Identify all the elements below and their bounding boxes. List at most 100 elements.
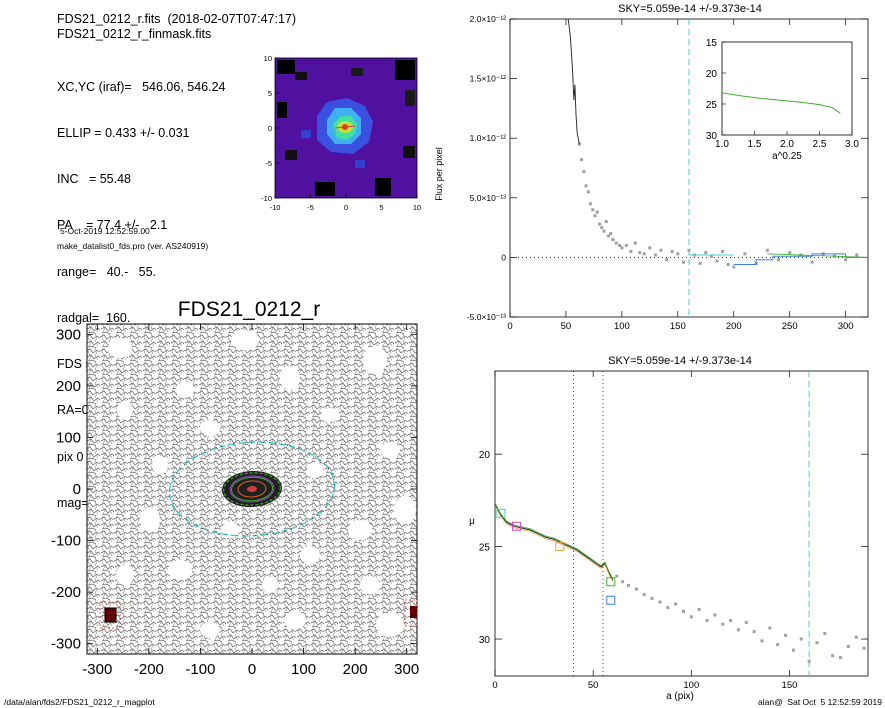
flux-point <box>777 258 780 262</box>
mu-point <box>705 619 709 623</box>
galaxy-ytick-label: -200 <box>51 584 81 601</box>
galaxy-xtick-label: -200 <box>134 661 164 678</box>
flux-point <box>726 263 730 267</box>
galaxy-core-contour <box>237 480 267 498</box>
inset-xtick-label: 2.0 <box>780 139 794 150</box>
flux-point <box>659 248 663 252</box>
mu-point <box>713 613 717 617</box>
mu-ylabel: μ <box>469 516 475 527</box>
flux-point <box>704 251 708 255</box>
galaxy-ytick-label: -300 <box>51 636 81 653</box>
flux-chart-title: SKY=5.059e-14 +/-9.373e-14 <box>618 3 762 15</box>
header-filename: FDS21_0212_r.fits (2018-02-07T07:47:17) <box>57 12 297 26</box>
mu-point <box>760 639 764 643</box>
flux-point <box>582 170 586 174</box>
galaxy-ytick-label: -100 <box>51 533 81 550</box>
galaxy-image-chart: -300 -200 -100 0 100 200 300 300 200 100 0 -100 -200… <box>51 323 419 678</box>
mu-ytick-label: 30 <box>479 635 491 646</box>
inset-xtick-label: 1.0 <box>715 139 729 150</box>
thumb-ytick-label: -5 <box>265 159 272 168</box>
ellipse-radgal-outline <box>169 441 335 537</box>
galaxy-ytick-label: 0 <box>73 481 81 498</box>
mu-point <box>658 600 662 604</box>
mu-point <box>784 633 788 637</box>
ellipse-range-inner <box>230 476 274 502</box>
mu-marker-blue <box>606 595 616 605</box>
thumbnail-chart: -10 -5 0 5 10 10 5 0 -5 -10 <box>261 54 421 212</box>
flux-point <box>732 265 736 269</box>
inset-xtick-label: 2.5 <box>813 139 827 150</box>
param-inc: INC = 55.48 <box>57 172 131 187</box>
mu-ytick-label: 25 <box>479 543 491 554</box>
flux-point <box>620 246 624 250</box>
thumb-ytick-label: 10 <box>264 54 272 63</box>
flux-ytick-label: 1.0×10⁻¹² <box>470 133 507 143</box>
flux-ytick-label: 2.0×10⁻¹² <box>470 14 507 24</box>
galaxy-ytick-label: 200 <box>56 378 81 395</box>
masked-regions <box>108 330 416 638</box>
inset-ytick-label: 20 <box>706 69 718 80</box>
flux-point <box>788 251 792 255</box>
flux-point <box>676 252 680 256</box>
mu-chart-title: SKY=5.059e-14 +/-9.373e-14 <box>608 355 752 367</box>
inset-xlabel: a^0.25 <box>772 151 802 162</box>
mu-point <box>776 643 780 647</box>
mu-point <box>666 606 670 610</box>
flux-sky-steps <box>733 253 868 266</box>
flux-point <box>698 261 702 265</box>
inset-xtick-label: 3.0 <box>845 139 859 150</box>
mu-point <box>674 602 678 606</box>
mu-point <box>729 619 733 623</box>
mu-marker-orange <box>555 542 565 552</box>
inset-ytick-label: 30 <box>706 131 718 142</box>
flux-point <box>629 249 633 253</box>
mu-point <box>744 620 748 624</box>
galaxy-xtick-label: 200 <box>343 661 368 678</box>
header-program: make_datalist0_fds.pro (ver. AS240919) <box>57 241 209 251</box>
flux-ytick-label: 1.5×10⁻¹² <box>470 74 507 84</box>
mu-point <box>791 648 795 652</box>
flux-point <box>765 248 769 252</box>
param-xcyc: XC,YC (iraf)= 546.06, 546.24 <box>57 79 226 94</box>
flux-point <box>648 246 652 250</box>
mu-xtick-label: 150 <box>782 680 798 691</box>
mu-point <box>626 583 630 587</box>
flux-point <box>633 241 637 245</box>
flux-point <box>715 259 719 263</box>
mu-point <box>768 626 772 630</box>
mu-point <box>721 622 725 626</box>
inset-profile-line <box>721 92 841 114</box>
flux-point <box>611 238 615 242</box>
flux-point <box>844 258 848 262</box>
mu-point <box>634 587 638 591</box>
flux-xtick-label: 300 <box>838 321 854 332</box>
flux-point <box>624 243 628 247</box>
flux-ylabel: Flux per pixel <box>434 147 444 201</box>
mu-point <box>839 656 843 660</box>
galaxy-inner-contour <box>229 475 275 503</box>
galaxy-ytick-label: 100 <box>56 429 81 446</box>
flux-point <box>670 249 674 253</box>
mu-profile-line <box>494 503 614 581</box>
star-left <box>104 607 117 623</box>
flux-point <box>606 234 610 238</box>
flux-point <box>604 220 608 224</box>
flux-xtick-label: 50 <box>561 321 572 332</box>
flux-point <box>586 190 590 194</box>
thumb-ytick-label: -10 <box>261 194 272 203</box>
galaxy-core <box>247 485 257 493</box>
header-date: 5-Oct-2019 12:52:59.00 <box>60 226 150 236</box>
galaxy-xtick-label: 300 <box>394 661 419 678</box>
param-range: range= 40.- 55. <box>57 264 157 279</box>
flux-point <box>681 260 685 264</box>
flux-point <box>598 222 601 226</box>
flux-point <box>709 254 713 258</box>
mu-point <box>807 659 811 663</box>
mu-point <box>642 593 646 597</box>
galaxy-ticks: -300 -200 -100 0 100 200 300 300 200 100 0 -100 -200… <box>51 324 419 678</box>
mu-profile-fit <box>494 505 614 582</box>
flux-point <box>609 232 613 236</box>
flux-ytick-label: 0 <box>501 252 506 262</box>
thumb-xtick-label: -5 <box>307 203 314 212</box>
flux-ytick-label: -5.0×10⁻¹³ <box>467 312 506 322</box>
